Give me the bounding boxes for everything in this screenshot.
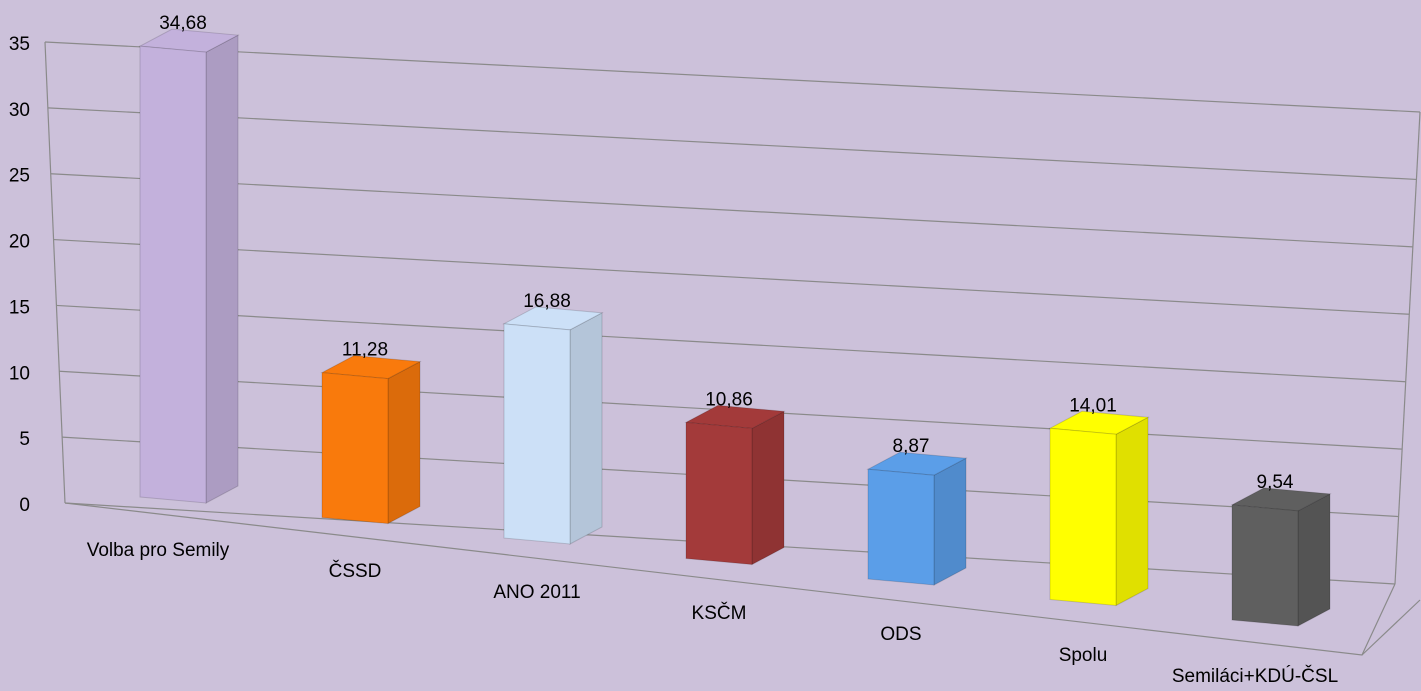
grid-line <box>53 238 1410 315</box>
x-tick-label: Semiláci+KDÚ-ČSL <box>1172 665 1338 687</box>
x-tick-label: ODS <box>880 624 921 645</box>
data-label: 9,54 <box>1257 472 1294 493</box>
bar-front <box>1231 504 1299 627</box>
grid-line <box>50 173 1413 248</box>
y-tick-label: 25 <box>9 166 30 187</box>
bar-side <box>387 360 421 525</box>
bar-front <box>867 468 935 586</box>
y-tick-label: 35 <box>9 34 30 55</box>
x-tick-label: Spolu <box>1059 645 1108 666</box>
x-tick-label: ANO 2011 <box>493 582 580 603</box>
grid-line <box>56 304 1406 383</box>
bar <box>1048 410 1150 607</box>
bar <box>1230 487 1332 627</box>
bar-side <box>1297 493 1331 627</box>
wall-edge <box>44 41 66 504</box>
data-label: 11,28 <box>342 340 388 361</box>
y-tick-label: 0 <box>19 495 30 516</box>
wall-edge <box>1394 111 1421 585</box>
chart-frame <box>44 41 1421 656</box>
y-tick-label: 5 <box>19 429 30 450</box>
bar-front <box>321 372 389 525</box>
bar-side <box>569 311 603 545</box>
bar-front <box>503 323 571 545</box>
data-label: 14,01 <box>1069 395 1117 416</box>
bar <box>866 451 968 586</box>
bar-front <box>685 421 753 566</box>
data-label: 34,68 <box>159 13 207 34</box>
bar-side <box>205 34 239 504</box>
y-tick-label: 15 <box>9 297 30 318</box>
grid-line <box>44 41 1421 113</box>
bar <box>138 28 240 504</box>
y-tick-label: 20 <box>9 232 30 253</box>
y-tick-label: 30 <box>9 100 30 121</box>
bar-side <box>1115 416 1149 607</box>
wall-edge <box>1361 599 1421 656</box>
data-label: 8,87 <box>893 436 930 457</box>
x-tick-label: ČSSD <box>329 560 382 582</box>
bar <box>502 306 604 545</box>
bar-front <box>1049 427 1117 607</box>
bar <box>684 404 786 566</box>
x-tick-label: KSČM <box>692 602 747 624</box>
bar-side <box>933 457 967 586</box>
bar-front <box>139 45 207 504</box>
bar <box>320 355 422 525</box>
x-tick-label: Volba pro Semily <box>87 540 230 561</box>
data-label: 16,88 <box>523 291 571 312</box>
y-tick-label: 10 <box>9 363 30 384</box>
grid-line <box>47 107 1417 181</box>
data-label: 10,86 <box>705 389 753 410</box>
bar-side <box>751 410 785 566</box>
